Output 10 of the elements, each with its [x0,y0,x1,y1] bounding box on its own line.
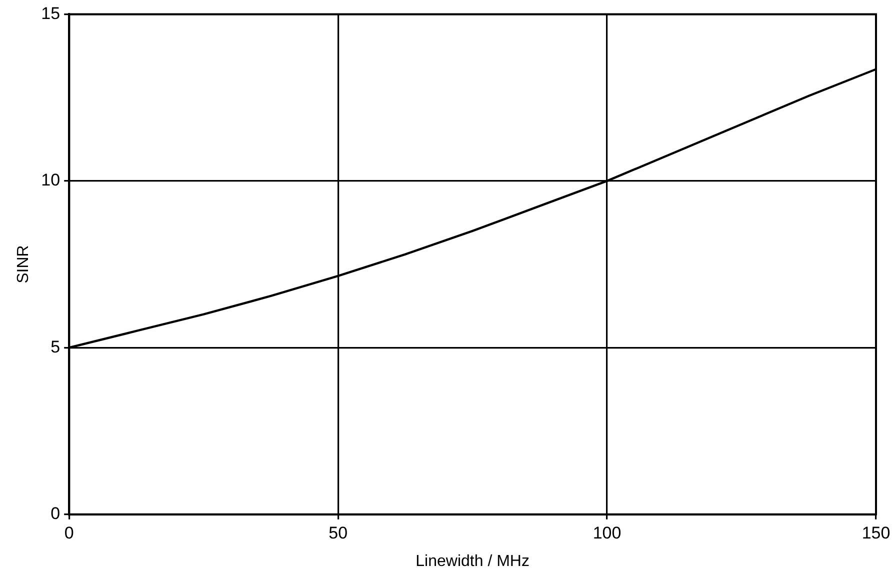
y-tick-label: 5 [50,337,60,356]
y-tick-label: 15 [41,4,60,23]
x-tick-label: 100 [592,523,622,542]
y-axis-title: SINR [15,245,32,284]
y-tick-label: 10 [41,170,60,190]
x-tick-label: 0 [64,523,74,542]
x-axis-title: Linewidth / MHz [416,552,530,570]
x-tick-label: 150 [862,523,890,542]
y-tick-label: 0 [50,504,60,524]
x-tick-label: 50 [328,523,348,542]
